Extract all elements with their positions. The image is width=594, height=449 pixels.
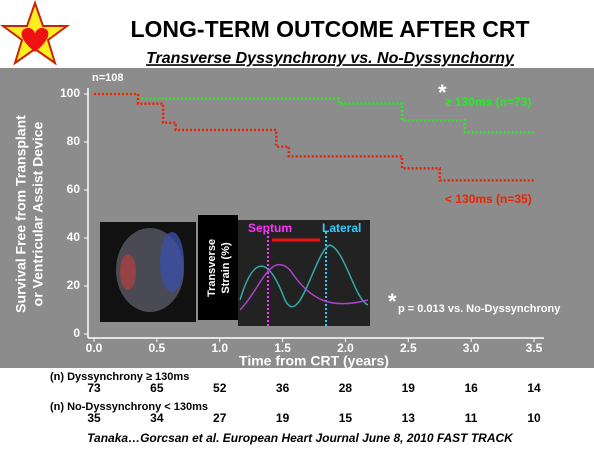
- annotation: p = 0.013 vs. No-Dyssynchrony: [398, 303, 561, 315]
- x-tick-label: 3.0: [463, 341, 480, 355]
- star-icon: [3, 3, 67, 63]
- legend-label: ≥ 130ms (n=73): [445, 95, 531, 109]
- strain-label: Strain (%): [220, 242, 232, 294]
- y-tick-label: 100: [60, 86, 80, 100]
- at-risk-value: 19: [276, 411, 290, 425]
- septum-label: Septum: [248, 221, 292, 235]
- slide: LONG-TERM OUTCOME AFTER CRT Transverse D…: [0, 0, 594, 449]
- at-risk-value: 15: [339, 411, 353, 425]
- at-risk-value: 16: [464, 381, 478, 395]
- title: LONG-TERM OUTCOME AFTER CRT: [130, 16, 529, 42]
- at-risk-label: (n) Dyssynchrony ≥ 130ms: [50, 371, 189, 383]
- y-axis-label: Survival Free from Transplant: [13, 115, 29, 313]
- at-risk-value: 73: [87, 381, 101, 395]
- x-axis-label: Time from CRT (years): [239, 353, 389, 369]
- at-risk-value: 36: [276, 381, 290, 395]
- y-tick-label: 0: [73, 326, 80, 340]
- at-risk-value: 14: [527, 381, 541, 395]
- legend-label: < 130ms (n=35): [445, 192, 532, 206]
- at-risk-value: 27: [213, 411, 227, 425]
- citation: Tanaka…Gorcsan et al. European Heart Jou…: [87, 431, 514, 445]
- at-risk-value: 35: [87, 411, 101, 425]
- y-tick-label: 20: [67, 278, 81, 292]
- at-risk-value: 10: [527, 411, 541, 425]
- lateral-label: Lateral: [322, 221, 361, 235]
- at-risk-value: 28: [339, 381, 353, 395]
- at-risk-label: (n) No-Dyssynchrony < 130ms: [50, 401, 208, 413]
- x-tick-label: 0.5: [149, 341, 166, 355]
- x-tick-label: 1.0: [211, 341, 228, 355]
- at-risk-value: 19: [402, 381, 416, 395]
- y-tick-label: 80: [67, 134, 81, 148]
- x-tick-label: 2.5: [400, 341, 417, 355]
- y-axis-label: or Ventricular Assist Device: [30, 121, 46, 306]
- at-risk-value: 52: [213, 381, 227, 395]
- subtitle: Transverse Dyssynchrony vs. No-Dyssyncho…: [146, 50, 515, 67]
- strain-label: Transverse: [206, 239, 218, 297]
- strain-plot: [238, 220, 370, 326]
- annotation: *: [388, 289, 397, 314]
- annotation: n=108: [92, 72, 124, 84]
- echo-image: [120, 254, 136, 290]
- x-tick-label: 3.5: [526, 341, 543, 355]
- y-tick-label: 60: [67, 182, 81, 196]
- at-risk-value: 13: [402, 411, 416, 425]
- at-risk-value: 11: [465, 411, 478, 425]
- x-tick-label: 0.0: [86, 341, 103, 355]
- at-risk-value: 65: [150, 381, 164, 395]
- strain-label-box: [198, 215, 238, 320]
- at-risk-value: 34: [150, 411, 164, 425]
- echo-image: [160, 232, 184, 292]
- y-tick-label: 40: [67, 230, 81, 244]
